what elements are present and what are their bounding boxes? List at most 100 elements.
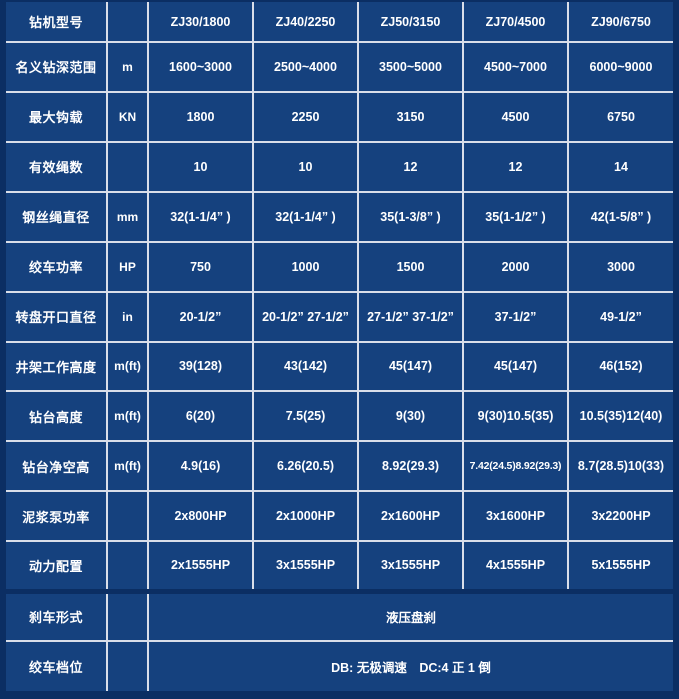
- header-param-label: 钻机型号: [5, 1, 108, 43]
- spec-value-cell: 3000: [567, 240, 674, 293]
- spec-value-cell: 12: [462, 140, 569, 193]
- spec-value-cell: 3x1555HP: [252, 540, 359, 593]
- row-label: 钻台净空高: [5, 440, 108, 493]
- table-row: 钻台高度 m(ft) 6(20) 7.5(25) 9(30) 9(30)10.5(35) 1…: [5, 390, 674, 443]
- drilling-rig-spec-table: 钻机型号 ZJ30/1800 ZJ40/2250 ZJ50/3150 ZJ70/4500…: [5, 1, 674, 692]
- header-model-cell: ZJ30/1800: [147, 1, 254, 43]
- spec-value-cell: 14: [567, 140, 674, 193]
- spec-value-cell: 45(147): [357, 340, 464, 393]
- spec-value-cell: 20-1/2” 27-1/2”: [252, 290, 359, 343]
- spec-value-cell: 5x1555HP: [567, 540, 674, 593]
- spec-table-body: 名义钻深范围 m 1600~3000 2500~4000 3500~5000 4500~7…: [5, 41, 674, 692]
- spec-value-cell: 1500: [357, 240, 464, 293]
- row-unit: m(ft): [106, 440, 149, 493]
- row-unit: KN: [106, 90, 149, 143]
- spec-value-cell: 12: [357, 140, 464, 193]
- row-unit: [106, 140, 149, 193]
- header-model-cell: ZJ90/6750: [567, 1, 674, 43]
- row-unit: [106, 540, 149, 593]
- spec-value-cell: 3500~5000: [357, 41, 464, 93]
- row-unit: in: [106, 290, 149, 343]
- row-label: 动力配置: [5, 540, 108, 593]
- spec-value-cell: 2x1600HP: [357, 490, 464, 543]
- header-row: 钻机型号 ZJ30/1800 ZJ40/2250 ZJ50/3150 ZJ70/4500…: [5, 1, 674, 43]
- row-label: 钻台高度: [5, 390, 108, 443]
- spec-value-cell: 43(142): [252, 340, 359, 393]
- row-unit: [106, 490, 149, 543]
- spec-value-cell: 20-1/2”: [147, 290, 254, 343]
- spec-value-cell: 10: [252, 140, 359, 193]
- table-row: 名义钻深范围 m 1600~3000 2500~4000 3500~5000 4500~7…: [5, 41, 674, 93]
- row-unit: HP: [106, 240, 149, 293]
- spec-value-cell: 45(147): [462, 340, 569, 393]
- row-unit: [106, 640, 149, 692]
- spec-value-cell: 3x1555HP: [357, 540, 464, 593]
- row-label: 绞车档位: [5, 640, 108, 692]
- row-label: 泥浆泵功率: [5, 490, 108, 543]
- spec-value-cell: 32(1-1/4” ): [252, 190, 359, 243]
- spec-value-cell: 2x800HP: [147, 490, 254, 543]
- row-unit: m(ft): [106, 340, 149, 393]
- spec-value-cell: 2x1000HP: [252, 490, 359, 543]
- row-unit: mm: [106, 190, 149, 243]
- spec-value-cell: 1800: [147, 90, 254, 143]
- row-unit: m(ft): [106, 390, 149, 443]
- header-unit-cell: [106, 1, 149, 43]
- spec-value-cell: 2250: [252, 90, 359, 143]
- spec-span-value-cell: 液压盘刹: [147, 588, 674, 643]
- spec-value-cell: 6750: [567, 90, 674, 143]
- spec-value-cell: 9(30)10.5(35): [462, 390, 569, 443]
- spec-value-cell: 27-1/2” 37-1/2”: [357, 290, 464, 343]
- spec-value-cell: 7.42(24.5)8.92(29.3): [462, 440, 569, 493]
- row-unit: [106, 588, 149, 643]
- spec-value-cell: 8.7(28.5)10(33): [567, 440, 674, 493]
- spec-value-cell: 4x1555HP: [462, 540, 569, 593]
- spec-value-cell: 2500~4000: [252, 41, 359, 93]
- spec-value-cell: 1600~3000: [147, 41, 254, 93]
- header-model-cell: ZJ40/2250: [252, 1, 359, 43]
- spec-value-cell: 37-1/2”: [462, 290, 569, 343]
- spec-value-cell: 35(1-3/8” ): [357, 190, 464, 243]
- table-row: 转盘开口直径 in 20-1/2” 20-1/2” 27-1/2” 27-1/2” 37…: [5, 290, 674, 343]
- row-label: 钢丝绳直径: [5, 190, 108, 243]
- table-row: 绞车功率 HP 750 1000 1500 2000 3000: [5, 240, 674, 293]
- table-row: 最大钩载 KN 1800 2250 3150 4500 6750: [5, 90, 674, 143]
- spec-value-cell: 9(30): [357, 390, 464, 443]
- spec-value-cell: 46(152): [567, 340, 674, 393]
- spec-value-cell: 750: [147, 240, 254, 293]
- spec-value-cell: 42(1-5/8” ): [567, 190, 674, 243]
- row-label: 绞车功率: [5, 240, 108, 293]
- header-model-cell: ZJ70/4500: [462, 1, 569, 43]
- spec-value-cell: 10: [147, 140, 254, 193]
- spec-value-cell: 39(128): [147, 340, 254, 393]
- spec-value-cell: 6(20): [147, 390, 254, 443]
- spec-value-cell: 6000~9000: [567, 41, 674, 93]
- table-row: 泥浆泵功率 2x800HP 2x1000HP 2x1600HP 3x1600HP 3x22…: [5, 490, 674, 543]
- header-model-cell: ZJ50/3150: [357, 1, 464, 43]
- row-label: 有效绳数: [5, 140, 108, 193]
- row-unit: m: [106, 41, 149, 93]
- table-row: 钢丝绳直径 mm 32(1-1/4” ) 32(1-1/4” ) 35(1-3/8” )…: [5, 190, 674, 243]
- spec-value-cell: 7.5(25): [252, 390, 359, 443]
- spec-value-cell: 2000: [462, 240, 569, 293]
- table-row: 井架工作高度 m(ft) 39(128) 43(142) 45(147) 45(147) 4…: [5, 340, 674, 393]
- spec-value-cell: 2x1555HP: [147, 540, 254, 593]
- table-row: 绞车档位 DB: 无极调速 DC:4 正 1 倒: [5, 640, 674, 692]
- spec-value-cell: 4.9(16): [147, 440, 254, 493]
- spec-value-cell: 8.92(29.3): [357, 440, 464, 493]
- row-label: 最大钩载: [5, 90, 108, 143]
- row-label: 转盘开口直径: [5, 290, 108, 343]
- row-label: 刹车形式: [5, 588, 108, 643]
- table-row: 刹车形式 液压盘刹: [5, 588, 674, 643]
- table-row: 动力配置 2x1555HP 3x1555HP 3x1555HP 4x1555HP 5x15…: [5, 540, 674, 593]
- spec-span-value-cell: DB: 无极调速 DC:4 正 1 倒: [147, 640, 674, 692]
- spec-table-header: 钻机型号 ZJ30/1800 ZJ40/2250 ZJ50/3150 ZJ70/4500…: [5, 1, 674, 43]
- row-label: 井架工作高度: [5, 340, 108, 393]
- spec-value-cell: 6.26(20.5): [252, 440, 359, 493]
- spec-value-cell: 4500~7000: [462, 41, 569, 93]
- spec-value-cell: 1000: [252, 240, 359, 293]
- spec-value-cell: 35(1-1/2” ): [462, 190, 569, 243]
- row-label: 名义钻深范围: [5, 41, 108, 93]
- spec-value-cell: 32(1-1/4” ): [147, 190, 254, 243]
